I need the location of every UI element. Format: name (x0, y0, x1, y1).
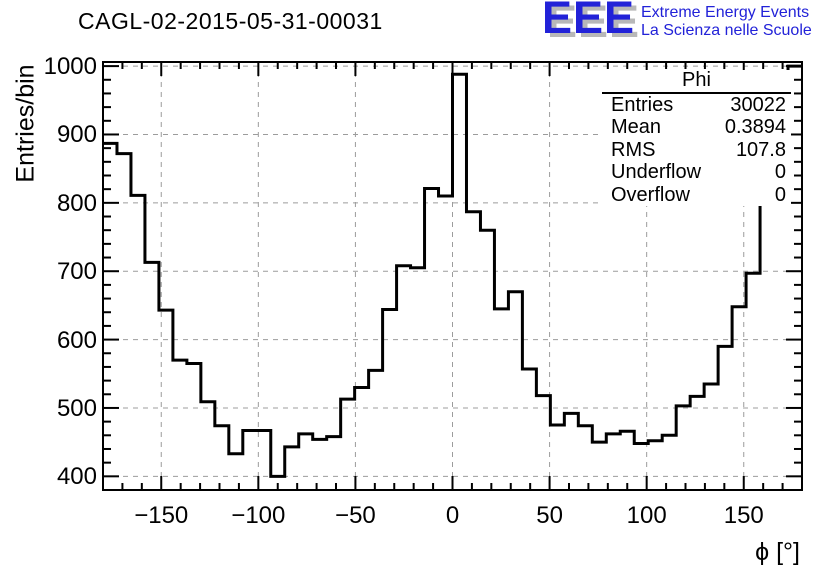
logo-subtitle-line1: Extreme Energy Events (641, 4, 810, 21)
y-tick-label-600: 600 (56, 326, 97, 354)
x-tick-label--150: −150 (134, 502, 189, 529)
stats-row-underflow: Underflow 0 (602, 161, 791, 183)
stats-value: 30022 (730, 94, 786, 116)
stats-row-entries: Entries 30022 (602, 94, 791, 116)
stats-row-mean: Mean 0.3894 (602, 116, 791, 138)
stats-row-overflow: Overflow 0 (602, 184, 791, 206)
stats-rows: Entries 30022 Mean 0.3894 RMS 107.8 Underflow 0… (602, 94, 791, 206)
y-tick-label-700: 700 (56, 258, 97, 286)
stats-label: Entries (611, 94, 674, 116)
logo-subtitle-line2: La Scienza nelle Scuole (641, 22, 812, 39)
y-tick-label-900: 900 (56, 121, 97, 149)
histogram-line (103, 64, 802, 478)
stats-label: Underflow (611, 161, 702, 184)
stats-value: 0 (774, 161, 786, 184)
stats-label: RMS (611, 138, 656, 161)
stats-label: Overflow (611, 183, 690, 206)
x-tick-label--50: −50 (335, 502, 376, 529)
axis-ticks (103, 62, 802, 491)
y-tick-label-1000: 1000 (43, 53, 97, 81)
eee-logo: EEE (542, 0, 636, 43)
x-tick-label-150: 150 (723, 502, 764, 529)
chart-title: CAGL-02-2015-05-31-00031 (78, 8, 383, 34)
plot-frame (102, 61, 803, 491)
stats-row-rms: RMS 107.8 (602, 139, 791, 161)
x-tick-label-0: 0 (445, 502, 460, 529)
x-tick-label--100: −100 (231, 502, 286, 529)
stats-value: 0.3894 (724, 116, 786, 139)
x-tick-label-100: 100 (626, 502, 667, 529)
x-tick-label-50: 50 (536, 502, 563, 529)
stats-value: 107.8 (735, 138, 786, 161)
stats-box: Phi Entries 30022 Mean 0.3894 RMS 107.8 Underf… (602, 70, 791, 207)
stats-value: 0 (774, 183, 786, 206)
x-axis-title: ϕ [°] (755, 538, 800, 566)
stats-label: Mean (611, 116, 662, 139)
y-tick-label-500: 500 (56, 394, 97, 422)
y-tick-label-400: 400 (56, 463, 97, 491)
stats-box-title: Phi (602, 70, 791, 94)
y-tick-label-800: 800 (56, 189, 97, 217)
